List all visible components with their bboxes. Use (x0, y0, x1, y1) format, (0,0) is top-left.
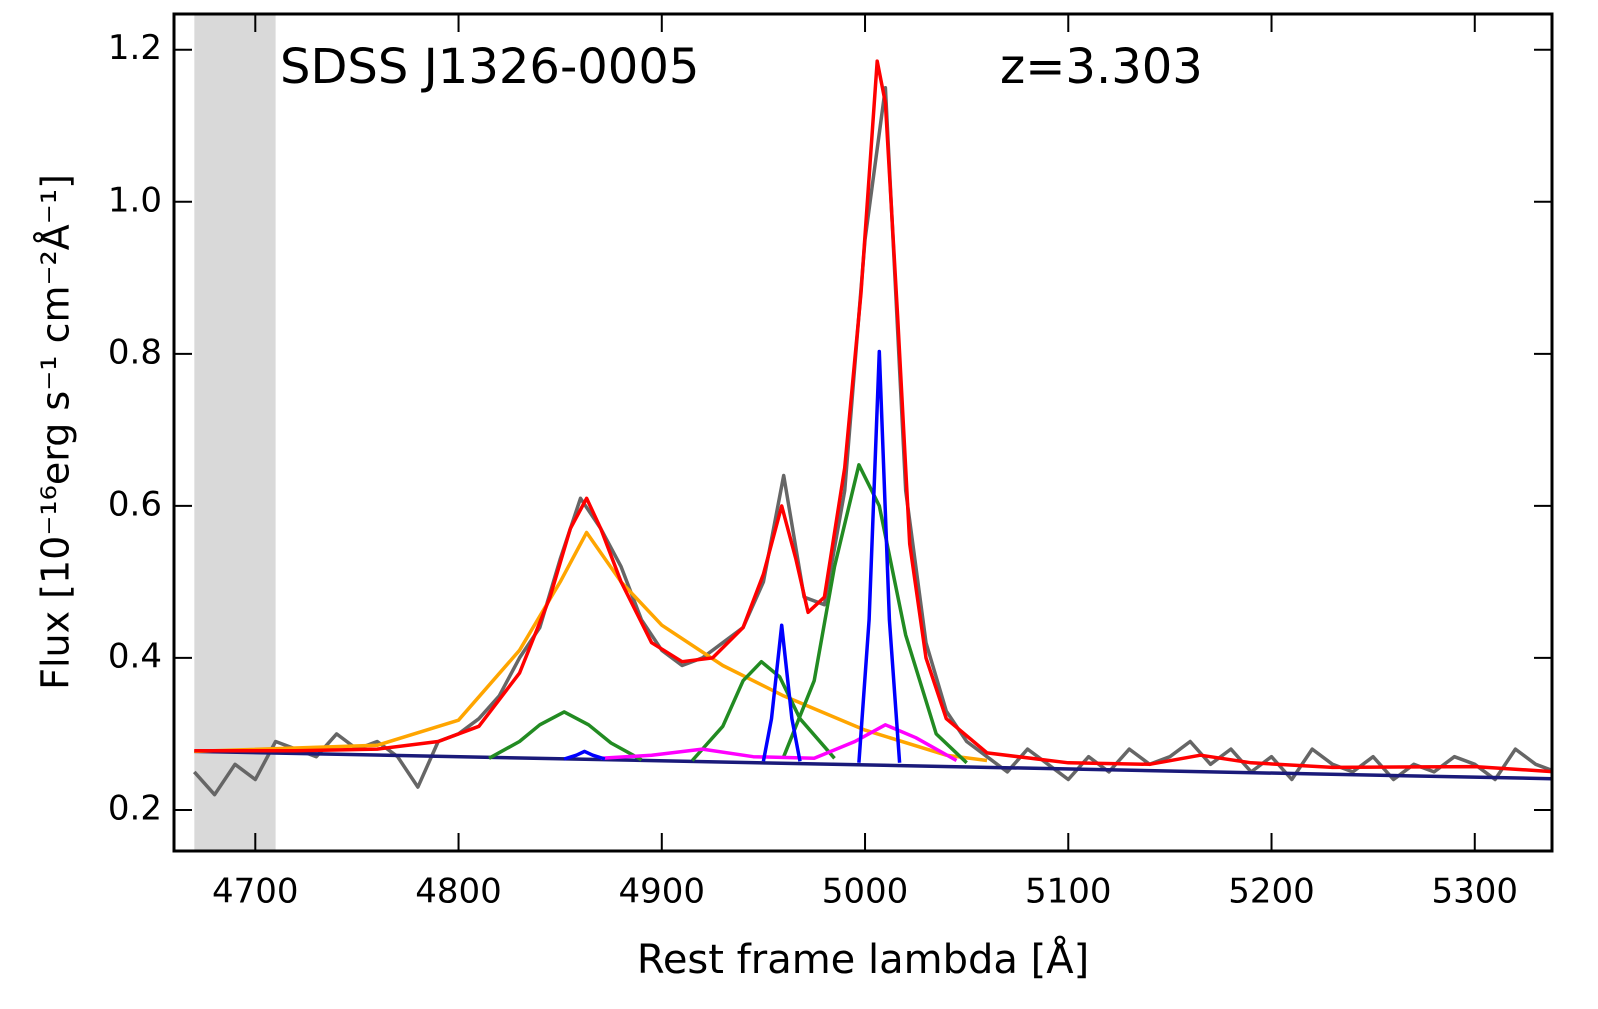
y-tick-label: 1.2 (108, 28, 162, 68)
y-tick-label: 0.4 (108, 636, 162, 676)
y-tick-label: 0.6 (108, 484, 162, 524)
x-tick-label: 5300 (1432, 872, 1519, 912)
x-tick-label: 5200 (1228, 872, 1315, 912)
y-tick-label: 1.0 (108, 180, 162, 220)
x-axis-label: Rest frame lambda [Å] (637, 935, 1089, 983)
y-tick-label: 0.2 (108, 788, 162, 828)
spectrum-line (192, 85, 1552, 797)
x-tick-label: 4900 (619, 872, 706, 912)
spectrum-line (488, 710, 643, 762)
spectrum-line (600, 723, 958, 763)
spectrum-line (194, 749, 1552, 781)
y-tick-label: 0.8 (108, 332, 162, 372)
x-tick-label: 4800 (415, 872, 502, 912)
spectrum-line (563, 749, 606, 761)
x-tick-label: 4700 (212, 872, 299, 912)
x-tick-label: 5000 (822, 872, 909, 912)
shaded-region (194, 14, 276, 851)
spectrum-line (782, 463, 968, 765)
y-axis-label: Flux [10⁻¹⁶erg s⁻¹ cm⁻²Å⁻¹] (34, 174, 78, 690)
annotation: z=3.303 (1000, 39, 1203, 95)
spectrum-line (761, 623, 802, 762)
spectrum-line (194, 59, 1552, 774)
annotation: SDSS J1326-0005 (280, 39, 699, 95)
plot-frame (172, 12, 1554, 853)
x-tick-label: 5100 (1025, 872, 1112, 912)
spectrum-line (857, 349, 902, 763)
